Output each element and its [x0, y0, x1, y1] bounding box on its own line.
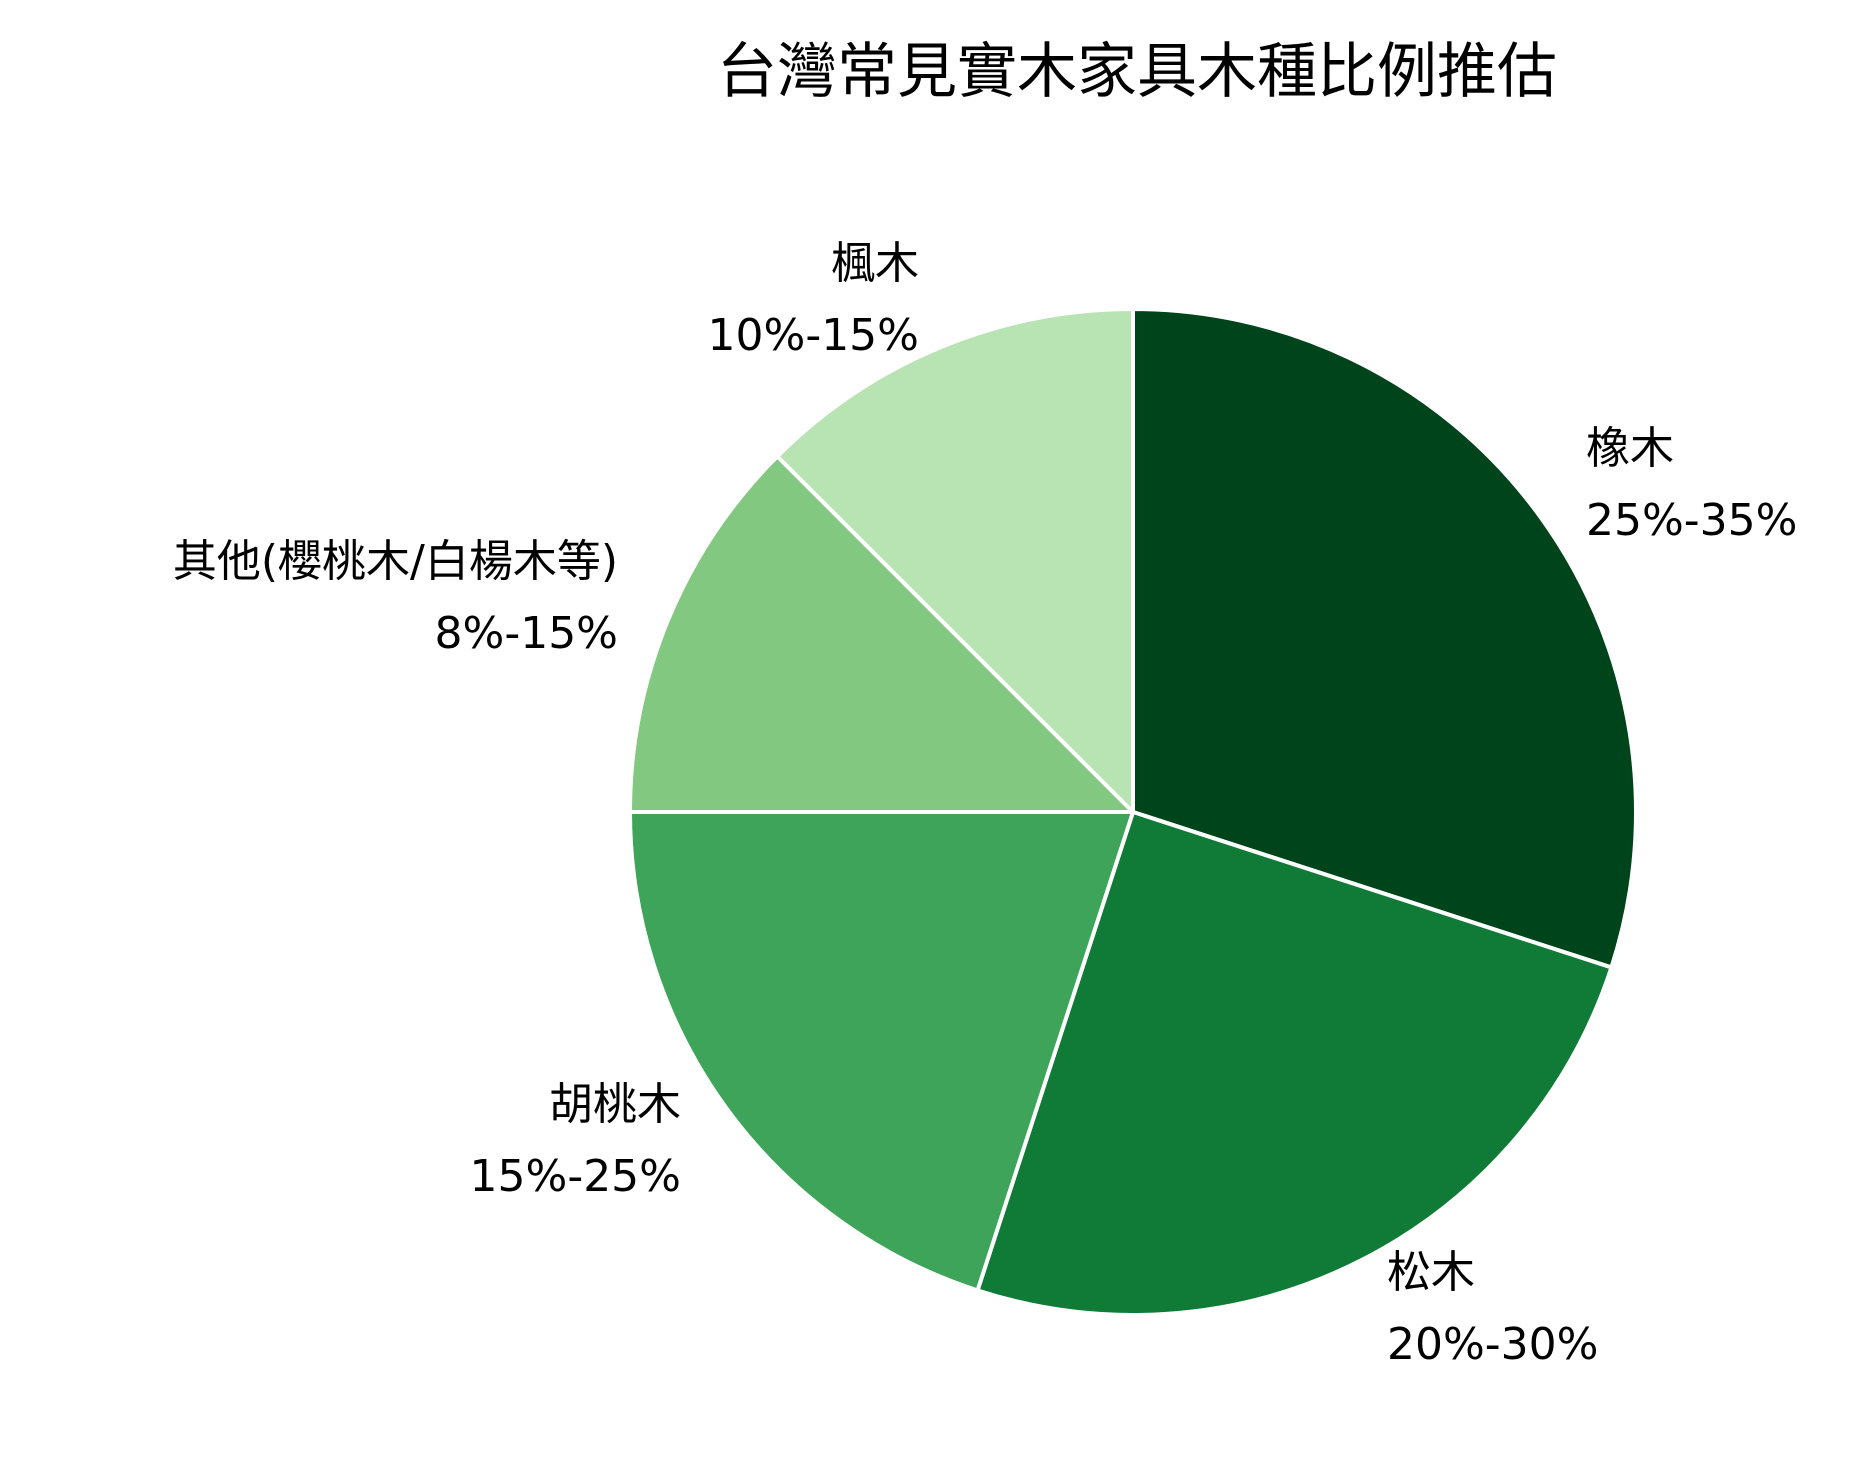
slice-label-name: 松木 — [1387, 1247, 1475, 1298]
pie-slices — [628, 307, 1638, 1317]
pie-slice-4 — [775, 307, 1135, 814]
slice-label-range: 25%-35% — [1586, 495, 1797, 546]
slice-label-name: 橡木 — [1586, 423, 1674, 474]
chart-title: 台灣常見實木家具木種比例推估 — [717, 37, 1557, 107]
slice-label-range: 10%-15% — [708, 310, 919, 361]
slice-label-walnut: 胡桃木 15%-25% — [470, 1079, 681, 1202]
slice-label-name: 其他(櫻桃木/白楊木等) — [173, 536, 618, 587]
pie-slice-1 — [975, 810, 1614, 1317]
slice-label-pine: 松木 20%-30% — [1387, 1247, 1598, 1370]
pie-slice-0 — [1131, 307, 1638, 970]
slice-label-range: 20%-30% — [1387, 1319, 1598, 1370]
pie-slice-2 — [628, 810, 1135, 1293]
slice-label-range: 8%-15% — [435, 608, 618, 659]
slice-label-name: 楓木 — [831, 238, 919, 289]
slice-label-other: 其他(櫻桃木/白楊木等) 8%-15% — [173, 536, 618, 659]
pie-slice-3 — [628, 454, 1135, 814]
slice-label-range: 15%-25% — [470, 1151, 681, 1202]
slice-label-name: 胡桃木 — [549, 1079, 681, 1130]
slice-label-maple: 楓木 10%-15% — [708, 238, 919, 361]
slice-label-oak: 橡木 25%-35% — [1586, 423, 1797, 546]
